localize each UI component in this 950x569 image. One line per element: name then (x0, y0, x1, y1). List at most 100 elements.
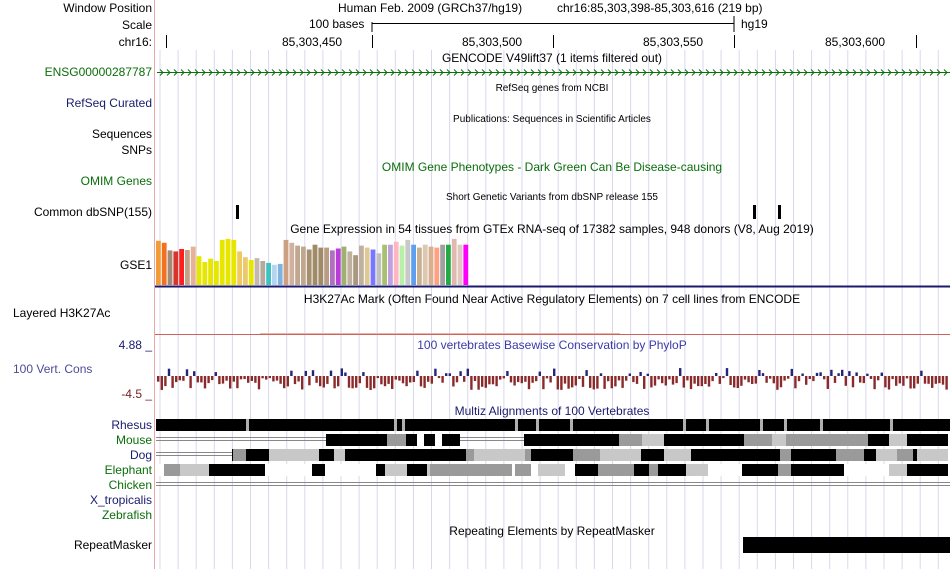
gtex-tissue-bar[interactable] (156, 240, 161, 285)
alignment-block[interactable] (407, 464, 427, 476)
gtex-tissue-bar[interactable] (173, 251, 179, 285)
publications-track-label-line2[interactable]: SNPs (121, 143, 152, 157)
alignment-block[interactable] (525, 449, 531, 461)
alignment-block[interactable] (417, 434, 424, 446)
gtex-tissue-bar[interactable] (393, 241, 399, 285)
alignment-block[interactable] (314, 449, 319, 461)
alignment-block[interactable] (424, 434, 435, 446)
alignment-block[interactable] (319, 449, 334, 461)
alignment-block[interactable] (180, 464, 209, 476)
alignment-block[interactable] (907, 464, 933, 476)
gtex-tissue-bar[interactable] (405, 239, 411, 285)
gtex-tissue-bar[interactable] (214, 261, 219, 285)
alignment-block[interactable] (820, 419, 823, 431)
alignment-block[interactable] (691, 449, 714, 461)
repeatmasker-track-label[interactable]: RepeatMasker (73, 538, 152, 552)
gtex-tissue-bar[interactable] (411, 244, 416, 285)
alignment-block[interactable] (658, 464, 686, 476)
alignment-block[interactable] (246, 419, 249, 431)
gtex-tissue-bar[interactable] (428, 246, 434, 285)
gtex-tissue-bar[interactable] (457, 244, 463, 285)
gtex-tissue-bar[interactable] (451, 238, 457, 285)
alignment-block[interactable] (300, 449, 314, 461)
alignment-block[interactable] (376, 464, 385, 476)
alignment-block[interactable] (442, 434, 450, 446)
alignment-block[interactable] (760, 419, 763, 431)
alignment-block[interactable] (430, 464, 512, 476)
alignment-block[interactable] (933, 464, 943, 476)
alignment-block[interactable] (810, 449, 825, 461)
alignment-block[interactable] (876, 449, 897, 461)
alignment-block[interactable] (742, 464, 766, 476)
alignment-block[interactable] (387, 434, 406, 446)
species-label-x-tropicalis[interactable]: X_tropicalis (89, 493, 152, 507)
alignment-block[interactable] (714, 464, 742, 476)
gtex-tissue-bar[interactable] (167, 250, 173, 285)
alignment-block[interactable] (609, 464, 628, 476)
alignment-block[interactable] (649, 464, 658, 476)
alignment-block[interactable] (913, 449, 917, 461)
alignment-block[interactable] (156, 419, 950, 431)
alignment-block[interactable] (358, 434, 387, 446)
repeatmasker-item[interactable] (743, 537, 950, 553)
alignment-block[interactable] (354, 464, 376, 476)
alignment-block[interactable] (515, 419, 518, 431)
alignment-block[interactable] (642, 434, 664, 446)
alignment-block[interactable] (708, 464, 714, 476)
alignment-block[interactable] (588, 434, 597, 446)
alignment-block[interactable] (579, 434, 588, 446)
alignment-block[interactable] (710, 434, 729, 446)
gtex-tissue-bar[interactable] (202, 262, 208, 285)
alignment-block[interactable] (251, 449, 264, 461)
alignment-block[interactable] (687, 434, 710, 446)
alignment-block[interactable] (531, 449, 555, 461)
alignment-block[interactable] (634, 464, 649, 476)
alignment-block[interactable] (551, 434, 579, 446)
species-label-mouse[interactable]: Mouse (115, 433, 152, 447)
alignment-block[interactable] (326, 434, 358, 446)
gtex-tissue-bar[interactable] (254, 258, 260, 285)
alignment-block[interactable] (731, 449, 758, 461)
gtex-tissue-bar[interactable] (289, 242, 295, 285)
alignment-block[interactable] (714, 449, 722, 461)
gtex-tissue-bar[interactable] (179, 249, 184, 285)
alignment-block[interactable] (933, 449, 948, 461)
gtex-tissue-bar[interactable] (260, 261, 266, 285)
alignment-block[interactable] (466, 449, 474, 461)
alignment-block[interactable] (780, 449, 791, 461)
alignment-block[interactable] (233, 449, 246, 461)
alignment-block[interactable] (265, 464, 286, 476)
gtex-tissue-bar[interactable] (225, 238, 231, 285)
alignment-block[interactable] (441, 449, 466, 461)
alignment-block[interactable] (766, 464, 778, 476)
alignment-block[interactable] (345, 449, 372, 461)
refseq-track-label[interactable]: RefSeq Curated (65, 96, 152, 110)
alignment-block[interactable] (722, 449, 731, 461)
alignment-block[interactable] (619, 434, 642, 446)
alignment-block[interactable] (524, 434, 551, 446)
gtex-tissue-bar[interactable] (422, 244, 428, 285)
gtex-tissue-bar[interactable] (347, 251, 353, 285)
gtex-tissue-bar[interactable] (237, 251, 242, 285)
gtex-tissue-bar[interactable] (196, 256, 202, 285)
alignment-block[interactable] (816, 464, 844, 476)
gtex-tissue-bar[interactable] (266, 262, 271, 285)
gtex-tissue-bar[interactable] (399, 245, 405, 285)
alignment-block[interactable] (209, 464, 237, 476)
alignment-block[interactable] (515, 464, 531, 476)
gtex-tissue-bar[interactable] (446, 244, 451, 285)
alignment-block[interactable] (683, 419, 686, 431)
alignment-block[interactable] (385, 464, 407, 476)
alignment-block[interactable] (889, 434, 907, 446)
gtex-tissue-bar[interactable] (306, 249, 312, 286)
alignment-block[interactable] (264, 449, 269, 461)
alignment-block[interactable] (435, 434, 442, 446)
gtex-tissue-bar[interactable] (301, 246, 306, 285)
alignment-block[interactable] (372, 449, 391, 461)
gtex-tissue-bar[interactable] (330, 250, 335, 285)
gtex-tissue-bar[interactable] (370, 249, 376, 286)
alignment-block[interactable] (620, 449, 641, 461)
alignment-block[interactable] (890, 419, 893, 431)
alignment-block[interactable] (924, 434, 948, 446)
alignment-block[interactable] (156, 464, 164, 476)
